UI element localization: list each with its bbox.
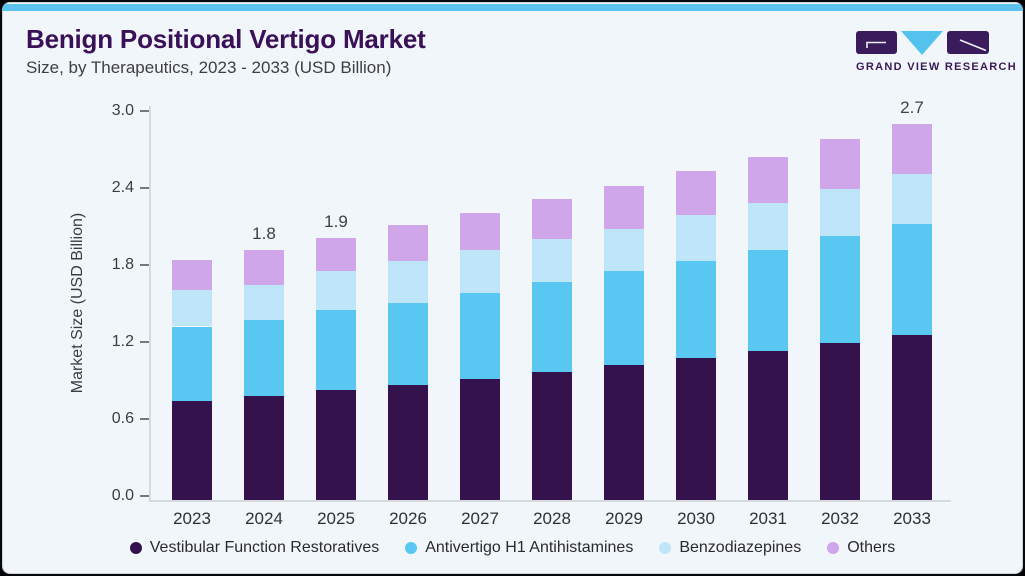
y-axis-line [149, 106, 151, 502]
x-axis-label: 2033 [893, 509, 931, 528]
y-axis-tick [140, 495, 149, 497]
bar-segment [892, 173, 932, 224]
bar-segment [388, 302, 428, 385]
y-axis-tick [140, 110, 149, 112]
page-title: Benign Positional Vertigo Market [26, 24, 426, 54]
x-axis-label: 2026 [389, 509, 427, 528]
legend-item: Antivertigo H1 Antihistamines [405, 539, 633, 557]
legend-dot-icon [129, 542, 142, 554]
x-axis-line [149, 500, 951, 502]
x-axis-label: 2023 [173, 509, 211, 528]
bar-segment [172, 290, 212, 327]
legend: Vestibular Function Restoratives Antiver… [2, 539, 1023, 557]
page-subtitle: Size, by Therapeutics, 2023 - 2033 (USD … [26, 58, 392, 77]
bar-segment [676, 261, 716, 359]
bar-segment [388, 225, 428, 262]
bar-segment [388, 384, 428, 500]
y-axis-tick-label: 0.0 [111, 487, 134, 504]
legend-item: Benzodiazepines [659, 539, 801, 557]
logo-wordmark: GRAND VIEW RESEARCH [856, 61, 1017, 73]
bar-segment [532, 282, 572, 373]
bar-segment [172, 401, 212, 500]
logo-r-tile-icon [947, 31, 989, 54]
y-axis-tick-label: 1.2 [111, 333, 134, 350]
y-axis-title: Market Size (USD Billion) [69, 212, 86, 394]
bar-segment [820, 139, 860, 190]
y-axis-tick-label: 0.6 [111, 410, 134, 427]
logo-triangle-icon [901, 31, 943, 55]
x-axis-label: 2029 [605, 509, 643, 528]
bar-segment [460, 212, 500, 251]
bar-segment [604, 365, 644, 500]
bar-total-label: 1.9 [324, 211, 348, 231]
y-axis-tick [140, 187, 149, 189]
bar-segment [604, 186, 644, 230]
bar-segment [460, 293, 500, 380]
logo-shapes [856, 31, 1004, 55]
bar-total-label: 1.8 [252, 224, 276, 244]
legend-label: Antivertigo H1 Antihistamines [425, 539, 634, 556]
legend-dot-icon [405, 542, 418, 554]
legend-label: Others [847, 539, 896, 556]
gvr-logo: GRAND VIEW RESEARCH [856, 31, 1017, 73]
bar-segment [604, 270, 644, 366]
y-axis-tick [140, 264, 149, 266]
bar-segment [748, 250, 788, 352]
bar-segment [676, 171, 716, 216]
y-axis-tick [140, 418, 149, 420]
bar-segment [892, 223, 932, 335]
bar-segment [820, 189, 860, 237]
bar-segment [316, 390, 356, 500]
bar-segment [748, 202, 788, 251]
legend-item: Vestibular Function Restoratives [129, 539, 380, 557]
x-axis-label: 2024 [245, 509, 283, 528]
bar-segment [244, 395, 284, 500]
bar-segment [532, 239, 572, 283]
bar-segment [172, 259, 212, 291]
y-axis-tick-label: 1.8 [111, 256, 134, 273]
bar-segment [316, 237, 356, 271]
x-axis-label: 2028 [533, 509, 571, 528]
bar-segment [820, 236, 860, 344]
legend-dot-icon [827, 542, 840, 554]
bar-segment [532, 372, 572, 500]
bar-segment [388, 261, 428, 303]
accent-strip [2, 4, 1023, 11]
logo-g-tile-icon [856, 31, 897, 54]
bar-segment [244, 284, 284, 320]
y-axis-tick [140, 341, 149, 343]
legend-label: Benzodiazepines [679, 539, 802, 556]
bar-segment [316, 270, 356, 310]
bar-total-label: 2.7 [900, 97, 924, 117]
bar-segment [244, 250, 284, 285]
bar-segment [676, 358, 716, 500]
x-axis-label: 2032 [821, 509, 859, 528]
legend-label: Vestibular Function Restoratives [149, 539, 380, 556]
x-axis-label: 2030 [677, 509, 715, 528]
x-axis-label: 2031 [749, 509, 787, 528]
legend-item: Others [827, 539, 895, 557]
x-axis-label: 2027 [461, 509, 499, 528]
bar-segment [460, 250, 500, 294]
x-axis-label: 2025 [317, 509, 355, 528]
bar-segment [820, 343, 860, 500]
bar-segment [676, 215, 716, 262]
bar-segment [748, 351, 788, 500]
bar-segment [604, 229, 644, 271]
bar-segment [892, 334, 932, 500]
y-axis-tick-label: 2.4 [111, 179, 134, 196]
legend-dot-icon [659, 542, 672, 554]
bar-segment [316, 309, 356, 391]
bar-segment [172, 326, 212, 402]
bar-segment [460, 379, 500, 500]
bar-segment [748, 157, 788, 203]
y-axis-tick-label: 3.0 [111, 102, 134, 119]
bar-segment [532, 198, 572, 240]
bar-segment [244, 319, 284, 396]
bar-segment [892, 123, 932, 174]
